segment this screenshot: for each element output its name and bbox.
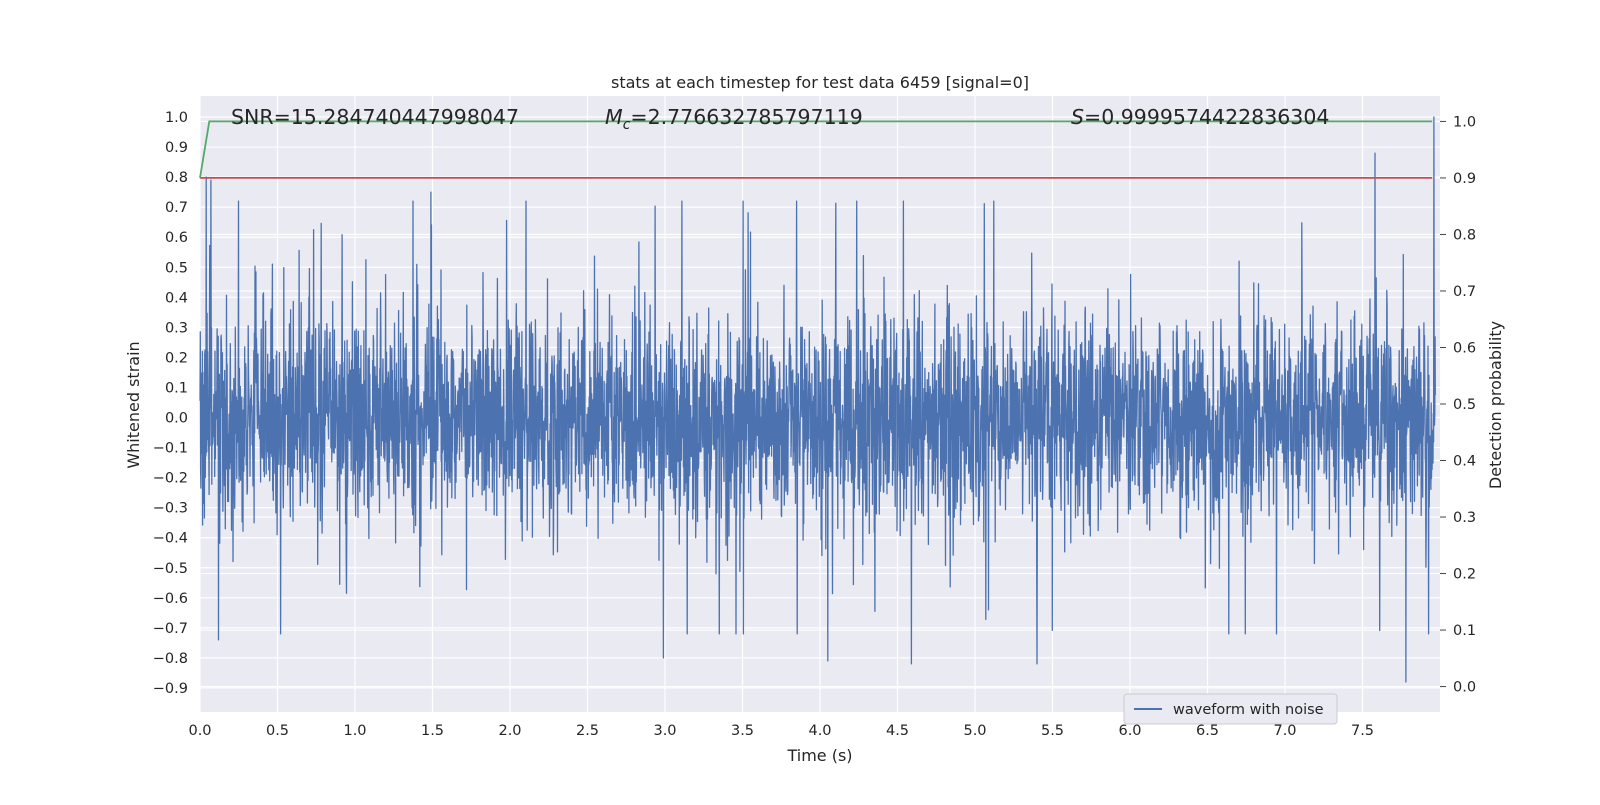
- y-tick-label: 0.2: [165, 350, 188, 366]
- x-tick-label: 6.0: [1118, 723, 1141, 739]
- y-tick-label: 0.6: [165, 230, 188, 246]
- x-tick-label: 0.0: [188, 723, 211, 739]
- y-tick-label: −0.4: [153, 531, 188, 547]
- y-right-tick-label: 0.4: [1453, 454, 1476, 470]
- x-tick-label: 7.0: [1273, 723, 1296, 739]
- x-tick-label: 4.0: [808, 723, 831, 739]
- y-tick-label: 0.4: [165, 290, 188, 306]
- y-tick-label: 0.0: [165, 411, 188, 427]
- y-tick-label: 0.3: [165, 320, 188, 336]
- x-tick-label: 7.5: [1351, 723, 1374, 739]
- y-tick-label: −0.7: [153, 621, 188, 637]
- y-right-tick-label: 0.1: [1453, 623, 1476, 639]
- y-right-tick-label: 0.9: [1453, 171, 1476, 187]
- x-tick-label: 6.5: [1196, 723, 1219, 739]
- waveform-series: [199, 116, 1436, 683]
- legend-label: waveform with noise: [1173, 702, 1324, 718]
- y-right-tick-label: 0.5: [1453, 397, 1476, 413]
- x-axis-label: Time (s): [786, 746, 852, 765]
- x-tick-label: 1.0: [343, 723, 366, 739]
- y-tick-label: 0.1: [165, 380, 188, 396]
- y-tick-label: −0.2: [153, 471, 188, 487]
- y-tick-label: 0.9: [165, 140, 188, 156]
- y-right-tick-label: 0.3: [1453, 510, 1476, 526]
- x-axis-ticks: 0.0 0.5 1.0 1.5 2.0 2.5 3.0 3.5 4.0 4.5 5.0 5.5 6.0 6…: [188, 723, 1374, 739]
- x-tick-label: 5.5: [1041, 723, 1064, 739]
- waveform-line: [199, 116, 1436, 683]
- y-tick-label: −0.8: [153, 651, 188, 667]
- y-right-tick-label: 0.6: [1453, 340, 1476, 356]
- chirp-mass-annotation: Mc=2.776632785797119: [605, 105, 863, 133]
- x-tick-label: 3.0: [653, 723, 676, 739]
- legend-box: [1123, 693, 1338, 725]
- y-tick-label: −0.6: [153, 591, 188, 607]
- x-tick-label: 2.5: [576, 723, 599, 739]
- y-axis-label: Whitened strain: [124, 341, 143, 468]
- x-tick-label: 5.0: [963, 723, 986, 739]
- x-tick-label: 1.5: [421, 723, 444, 739]
- s-annotation: S=0.9999574422836304: [1071, 105, 1329, 129]
- y-tick-label: 0.8: [165, 170, 188, 186]
- x-tick-label: 4.5: [886, 723, 909, 739]
- y-right-tick-label: 0.7: [1453, 284, 1476, 300]
- x-tick-label: 3.5: [731, 723, 754, 739]
- y-tick-label: −0.3: [153, 501, 188, 517]
- y-tick-label: −0.1: [153, 441, 188, 457]
- chart-title: stats at each timestep for test data 645…: [611, 73, 1029, 92]
- snr-annotation: SNR=15.284740447998047: [231, 105, 519, 129]
- legend: waveform with noise: [1123, 693, 1338, 725]
- y-right-tick-label: 1.0: [1453, 114, 1476, 130]
- x-tick-label: 2.0: [498, 723, 521, 739]
- y-axis-ticks-left: −0.9 −0.8 −0.7 −0.6 −0.5 −0.4 −0.3 −0.2 −0.1 0.0 0…: [153, 110, 188, 697]
- y-tick-label: 1.0: [165, 110, 188, 126]
- y-right-tick-label: 0.2: [1453, 567, 1476, 583]
- y-tick-label: 0.5: [165, 260, 188, 276]
- detection-probability-line: [199, 120, 1433, 179]
- y-tick-label: −0.9: [153, 681, 188, 697]
- x-tick-label: 0.5: [266, 723, 289, 739]
- y-axis-label-right: Detection probability: [1486, 321, 1505, 489]
- y-tick-label: −0.5: [153, 561, 188, 577]
- y-tick-label: 0.7: [165, 200, 188, 216]
- y-right-tick-label: 0.8: [1453, 227, 1476, 243]
- y-right-tick-label: 0.0: [1453, 680, 1476, 696]
- probability-series: [199, 120, 1433, 179]
- y-axis-ticks-right: 0.0 0.1 0.2 0.3 0.4 0.5 0.6 0.7 0.8 0.9 1.0: [1440, 114, 1476, 696]
